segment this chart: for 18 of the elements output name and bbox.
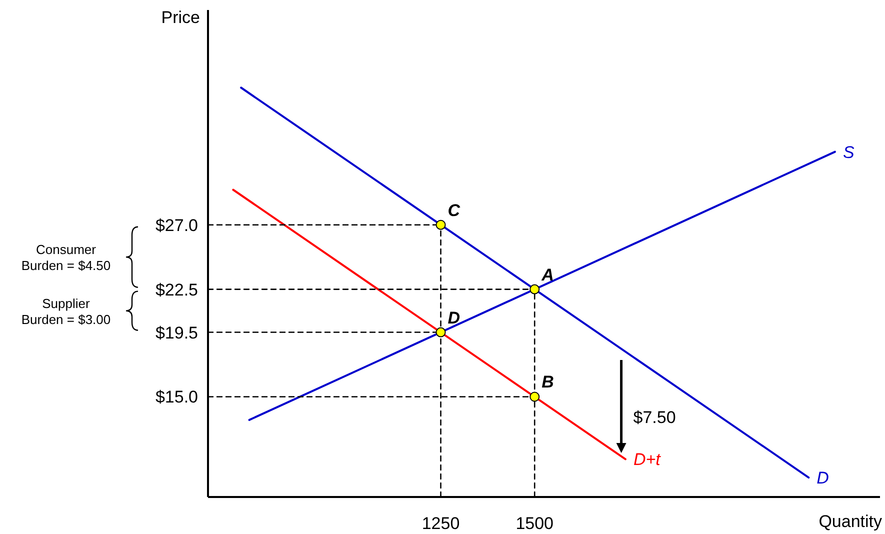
series-label: D xyxy=(816,468,829,488)
text: Consumer Burden = $4.50 xyxy=(21,242,111,274)
annotation: D xyxy=(448,308,460,328)
annotation: C xyxy=(448,200,461,220)
y-tick-label: $19.5 xyxy=(155,323,198,342)
x-tick-label: 1500 xyxy=(516,514,554,533)
y-tick-label: $22.5 xyxy=(155,280,198,300)
x-tick-label: 1250 xyxy=(422,514,460,533)
series-label: S xyxy=(842,142,855,162)
y-tick-label: $27.0 xyxy=(155,216,198,235)
annotation: A xyxy=(540,265,554,284)
series-label: D+t xyxy=(633,450,662,470)
y-tick-label: $15.0 xyxy=(155,388,198,407)
annotation: B xyxy=(542,372,554,392)
annotation: $7.50 xyxy=(633,408,676,427)
x-axis-title: Quantity xyxy=(818,512,882,531)
y-axis-title: Price xyxy=(161,8,200,27)
text: Supplier Burden = $3.00 xyxy=(21,296,111,327)
